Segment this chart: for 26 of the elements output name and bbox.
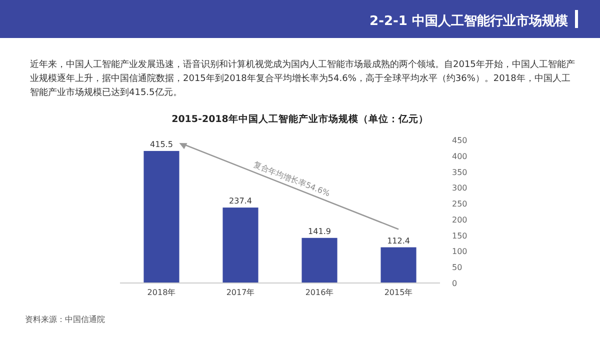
y-tick-label: 0 — [452, 279, 458, 288]
y-tick-label: 400 — [452, 152, 468, 161]
chart-subtitle: 2015-2018年中国人工智能产业市场规模（单位：亿元） — [172, 113, 428, 125]
data-label: 237.4 — [229, 196, 252, 206]
x-tick-label: 2018年 — [147, 288, 176, 297]
bar — [144, 150, 180, 283]
y-tick-label: 250 — [452, 200, 468, 209]
y-tick-label: 100 — [452, 247, 468, 256]
text: 资料来源：中国信通院 — [25, 315, 105, 324]
y-tick-label: 50 — [452, 263, 462, 272]
data-label: 415.5 — [150, 140, 173, 149]
y-tick-label: 300 — [452, 184, 468, 193]
data-label: 112.4 — [387, 236, 410, 246]
bar — [380, 247, 416, 283]
bar — [222, 208, 258, 283]
y-tick-label: 350 — [452, 168, 468, 177]
x-tick-label: 2017年 — [226, 288, 255, 297]
text: 近年来，中国人工智能产业发展迅速，语音识别和计算机视觉成为国内人工智能市场最成熟的两个领域。自2015年开始，中国人工智能产业规模逐年上升，据中国信通院数据，2015年到2018年复合平均增长率为54.6%，高于全球平均水平（约36%）。2018年，中国人工智能产业市场规模已达到415.5亿元。 — [30, 58, 575, 100]
y-tick-label: 450 — [452, 136, 468, 145]
bar — [302, 238, 338, 283]
x-tick-label: 2015年 — [384, 288, 413, 297]
y-tick-label: 150 — [452, 231, 468, 240]
y-tick-label: 200 — [452, 215, 468, 224]
data-label: 141.9 — [308, 226, 331, 236]
x-tick-label: 2016年 — [305, 288, 334, 297]
text: 2-2-1 中国人工智能行业市场规模 — [370, 13, 568, 29]
